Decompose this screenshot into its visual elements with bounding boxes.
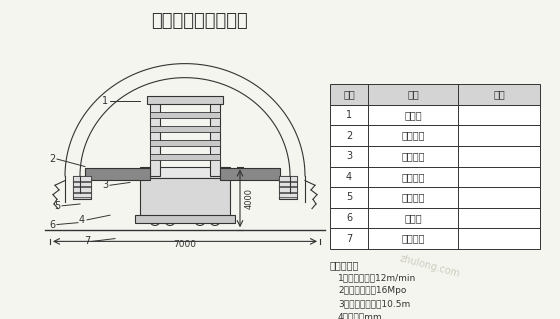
Text: 7000: 7000: [174, 240, 197, 249]
Text: 名称: 名称: [407, 90, 419, 100]
Text: 7: 7: [346, 234, 352, 244]
Text: 序号: 序号: [343, 90, 355, 100]
Bar: [150, 126, 220, 132]
Text: 4: 4: [79, 215, 85, 225]
Bar: [279, 176, 297, 199]
Bar: [220, 168, 280, 180]
Text: 侧模板: 侧模板: [404, 213, 422, 223]
Text: 7: 7: [84, 236, 90, 246]
Text: 上部台架: 上部台架: [402, 131, 424, 141]
Text: 2: 2: [49, 154, 55, 164]
Bar: [210, 101, 220, 176]
Text: 4: 4: [346, 172, 352, 182]
Bar: [330, 146, 540, 167]
Text: 4、单位：mm: 4、单位：mm: [338, 313, 382, 319]
Text: 行走系统: 行走系统: [402, 234, 424, 244]
Text: 3、钢模台车长：10.5m: 3、钢模台车长：10.5m: [338, 300, 410, 308]
Text: 钢模衬砌台车示意图: 钢模衬砌台车示意图: [152, 11, 249, 30]
Bar: [73, 193, 91, 197]
Bar: [330, 187, 540, 208]
Text: 6: 6: [49, 219, 55, 230]
Text: 6: 6: [346, 213, 352, 223]
Text: 门架总成: 门架总成: [402, 172, 424, 182]
Bar: [135, 215, 235, 223]
Bar: [140, 167, 230, 178]
Text: 侧向油缸: 侧向油缸: [402, 192, 424, 203]
Text: 2: 2: [346, 131, 352, 141]
Text: 技术参数：: 技术参数：: [330, 260, 360, 270]
Bar: [150, 101, 160, 176]
Bar: [150, 154, 220, 160]
Text: 5: 5: [346, 192, 352, 203]
Text: 1: 1: [346, 110, 352, 120]
Bar: [279, 193, 297, 197]
Bar: [330, 228, 540, 249]
Bar: [330, 125, 540, 146]
Text: 1: 1: [102, 96, 108, 106]
Bar: [330, 167, 540, 187]
Bar: [140, 178, 230, 218]
Bar: [330, 105, 540, 125]
Bar: [150, 140, 220, 146]
Bar: [279, 182, 297, 186]
Bar: [330, 84, 540, 105]
Bar: [73, 176, 91, 181]
Text: 3: 3: [102, 180, 108, 190]
Text: 5: 5: [54, 201, 60, 211]
Text: 1、行走速度：12m/min: 1、行走速度：12m/min: [338, 273, 416, 282]
Bar: [279, 187, 297, 192]
Bar: [85, 168, 150, 180]
Bar: [73, 187, 91, 192]
Bar: [73, 182, 91, 186]
Bar: [330, 208, 540, 228]
Bar: [279, 176, 297, 181]
Text: 备注: 备注: [493, 90, 505, 100]
Text: 2、系统压力：16Mpo: 2、系统压力：16Mpo: [338, 286, 407, 295]
Text: 3: 3: [346, 151, 352, 161]
Bar: [73, 176, 91, 199]
Text: 上模架: 上模架: [404, 110, 422, 120]
Text: zhulong.com: zhulong.com: [399, 254, 461, 279]
Text: 顶升油门: 顶升油门: [402, 151, 424, 161]
Bar: [150, 112, 220, 118]
Bar: [147, 96, 223, 104]
Text: 4000: 4000: [245, 188, 254, 209]
